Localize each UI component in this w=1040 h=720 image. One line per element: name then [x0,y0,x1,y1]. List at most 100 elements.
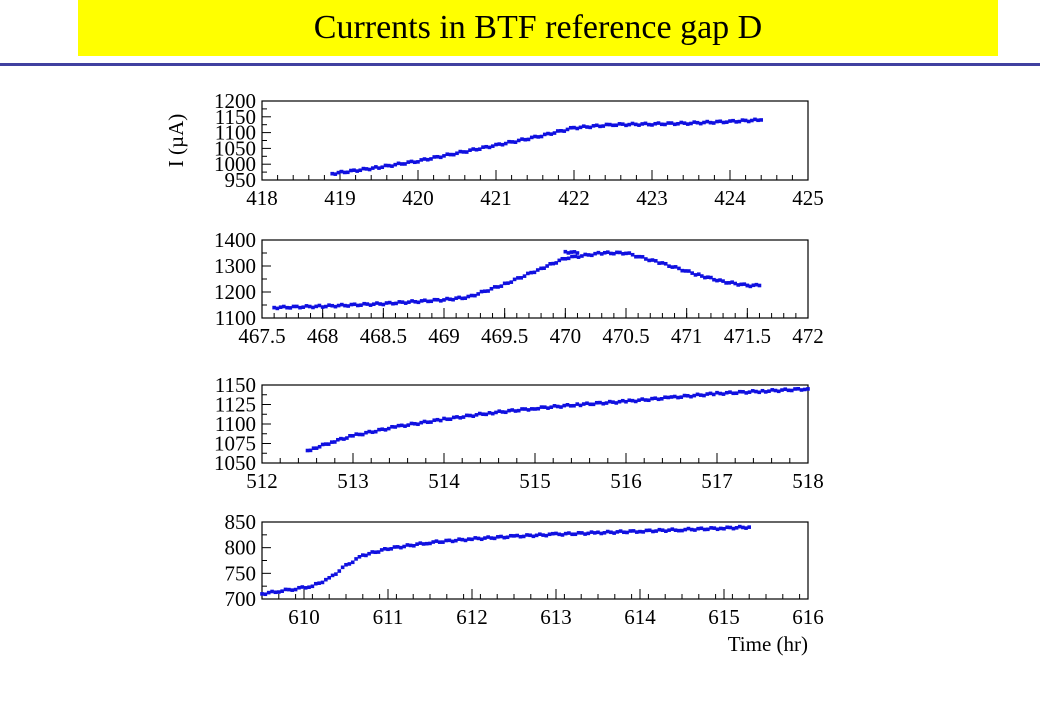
data-point [703,275,707,280]
data-point [445,417,450,422]
data-point [669,395,674,399]
data-point [745,283,750,288]
data-point [698,121,703,126]
data-point [651,529,655,534]
data-point [700,274,704,278]
data-point [460,537,465,542]
data-point [516,138,521,143]
data-point [585,401,589,406]
x-tick-label: 616 [792,605,824,629]
data-point [702,527,707,532]
data-point [627,251,632,255]
x-tick-label: 611 [373,605,404,629]
data-point [580,254,584,258]
data-point [776,389,781,394]
data-point [423,298,427,303]
data-point [518,534,523,539]
data-point [403,424,407,428]
data-point [364,167,369,171]
data-point [301,305,306,309]
data-point [454,538,458,543]
data-point [444,538,448,543]
x-tick-label: 470.5 [602,324,649,348]
data-point [367,167,372,172]
data-point [683,269,688,273]
data-point [419,158,424,162]
data-point [445,152,450,157]
data-point [351,434,355,438]
data-point [643,398,648,402]
data-point [634,254,638,259]
data-point [497,409,502,413]
data-point [637,254,642,259]
data-point [594,123,599,128]
x-tick-label: 610 [288,605,320,629]
data-point [594,400,599,405]
data-point [383,163,388,168]
data-point [463,538,468,543]
x-tick-label: 471.5 [724,324,771,348]
data-point [676,121,680,126]
data-point [525,533,529,537]
data-point [602,250,607,255]
data-point [298,305,302,310]
data-point [377,166,381,170]
x-tick-label: 425 [792,186,824,210]
data-point [585,125,589,129]
data-point [578,125,583,130]
data-point [479,289,484,294]
data-point [397,300,402,304]
data-point [457,295,461,300]
data-point [505,535,510,540]
data-point [357,554,362,559]
data-point [447,538,452,543]
data-point [394,301,398,306]
data-point [539,405,544,409]
data-point [625,530,629,535]
data-point [753,117,757,122]
data-point [492,536,497,541]
data-point [568,125,573,130]
data-point [343,303,347,308]
data-point [562,403,567,408]
data-point [666,395,671,400]
data-point [575,126,580,131]
data-point [415,542,419,546]
data-point [686,526,691,531]
data-point [657,527,662,532]
x-tick-label: 472 [792,324,824,348]
data-point [314,304,318,309]
data-point [320,305,325,309]
data-point [622,530,626,535]
plot-frame [261,384,809,464]
data-point [519,276,524,280]
data-point [393,162,398,167]
data-point [416,160,420,164]
data-point [620,122,625,126]
data-point [402,544,406,549]
data-point [654,529,658,533]
data-point [487,145,492,150]
data-point [355,303,360,308]
data-point [575,251,580,255]
data-point [644,528,649,533]
data-point [757,390,762,395]
data-point [432,155,437,159]
data-point [350,560,355,565]
data-point [438,418,443,423]
data-point [291,304,296,309]
data-point [330,171,334,176]
data-point [324,577,328,582]
data-point [367,551,371,556]
x-tick-label: 423 [636,186,668,210]
data-point [793,387,797,391]
data-point [425,157,430,162]
data-point [528,533,532,538]
data-point [379,548,384,552]
data-point [653,396,658,401]
data-point [526,137,531,142]
data-point [743,118,748,123]
data-point [386,426,391,431]
data-point [377,427,381,432]
